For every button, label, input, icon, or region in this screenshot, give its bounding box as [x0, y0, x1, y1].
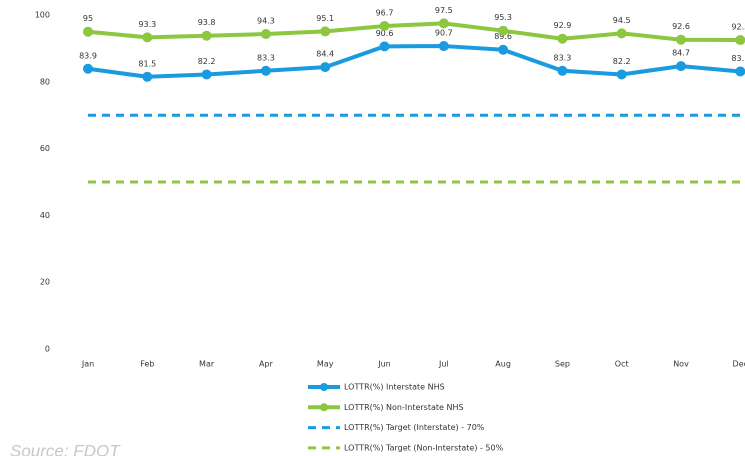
marker [557, 65, 568, 76]
marker [83, 26, 93, 37]
marker [320, 26, 331, 37]
marker [498, 44, 509, 55]
marker [142, 71, 153, 82]
data-label: 92.5 [731, 23, 745, 32]
data-label: 95 [83, 14, 93, 23]
series-line [87, 21, 741, 43]
y-tick-label: 40 [40, 211, 50, 220]
marker [142, 32, 153, 43]
marker [320, 62, 331, 73]
series-line [87, 44, 741, 79]
x-tick-label: Apr [259, 360, 274, 369]
x-tick-label: Oct [615, 360, 629, 369]
data-label: 96.7 [376, 9, 394, 18]
x-tick-label: Nov [673, 360, 689, 369]
y-tick-label: 20 [40, 278, 50, 287]
legend-marker [320, 383, 328, 391]
x-tick-label: Aug [495, 360, 511, 369]
y-tick-label: 0 [45, 345, 50, 354]
marker [498, 25, 509, 36]
x-tick-label: Sep [555, 360, 570, 369]
legend-label: LOTTR(%) Interstate NHS [344, 383, 445, 392]
data-label: 82.2 [198, 57, 216, 66]
y-tick-label: 100 [35, 11, 50, 20]
x-tick-label: Feb [140, 360, 154, 369]
marker [735, 66, 745, 77]
data-label: 84.7 [672, 49, 690, 58]
marker [201, 69, 212, 80]
data-label: 93.8 [198, 18, 216, 27]
data-label: 94.3 [257, 17, 275, 26]
marker [676, 61, 686, 72]
marker [557, 33, 568, 44]
marker [438, 18, 449, 29]
x-tick-label: Jun [377, 360, 391, 369]
x-tick-label: May [317, 360, 334, 369]
legend-label: LOTTR(%) Target (Interstate) - 70% [344, 423, 485, 432]
marker [260, 65, 271, 76]
data-label: 93.3 [138, 20, 156, 29]
legend-label: LOTTR(%) Target (Non-Interstate) - 50% [344, 443, 504, 452]
marker [260, 29, 271, 40]
marker [201, 30, 212, 41]
data-label: 97.5 [435, 6, 453, 15]
y-tick-label: 60 [40, 144, 50, 153]
legend-label: LOTTR(%) Non-Interstate NHS [344, 403, 464, 412]
legend-marker [320, 403, 328, 412]
marker [438, 41, 449, 52]
data-label: 90.7 [435, 29, 453, 38]
source: Source: FDOT [10, 441, 121, 456]
data-label: 95.1 [316, 14, 334, 23]
marker [83, 63, 93, 74]
data-label: 81.5 [138, 59, 156, 68]
data-label: 83.9 [79, 51, 97, 60]
data-label: 83.1 [731, 54, 745, 63]
data-label: 95.3 [494, 13, 512, 22]
marker [676, 34, 686, 45]
y-tick-label: 80 [40, 77, 50, 86]
data-label: 84.4 [316, 50, 334, 59]
marker [616, 69, 627, 80]
x-tick-label: Dec [733, 360, 745, 369]
marker [735, 35, 745, 46]
data-label: 92.6 [672, 22, 690, 31]
marker [379, 21, 390, 32]
x-tick-label: Mar [199, 360, 215, 369]
marker [616, 28, 627, 39]
data-label: 83.3 [553, 53, 571, 62]
marker [379, 41, 390, 52]
data-label: 90.6 [376, 29, 394, 38]
data-label: 92.9 [553, 21, 571, 30]
x-tick-label: Jan [81, 360, 94, 369]
x-tick-label: Jul [438, 360, 449, 369]
data-label: 94.5 [613, 16, 631, 25]
data-label: 89.6 [494, 32, 512, 41]
data-label: 82.2 [613, 57, 631, 66]
data-label: 83.3 [257, 53, 275, 62]
